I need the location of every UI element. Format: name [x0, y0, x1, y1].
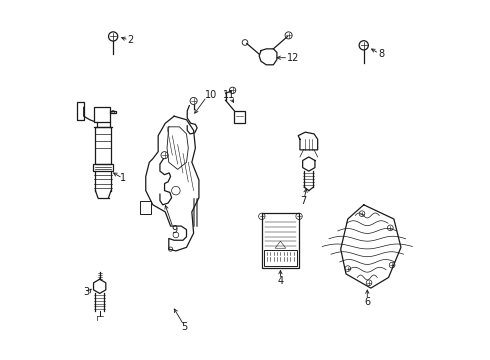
- Text: 4: 4: [277, 276, 284, 286]
- Text: 1: 1: [120, 173, 126, 183]
- Text: 11: 11: [223, 90, 235, 100]
- Text: 3: 3: [83, 287, 89, 297]
- Text: 10: 10: [205, 90, 218, 100]
- Text: 12: 12: [287, 53, 299, 63]
- Text: 8: 8: [378, 49, 385, 59]
- Text: 9: 9: [171, 225, 177, 235]
- Text: 5: 5: [182, 322, 188, 332]
- Text: 2: 2: [128, 35, 134, 45]
- Text: 7: 7: [300, 196, 307, 206]
- Text: 6: 6: [364, 297, 370, 307]
